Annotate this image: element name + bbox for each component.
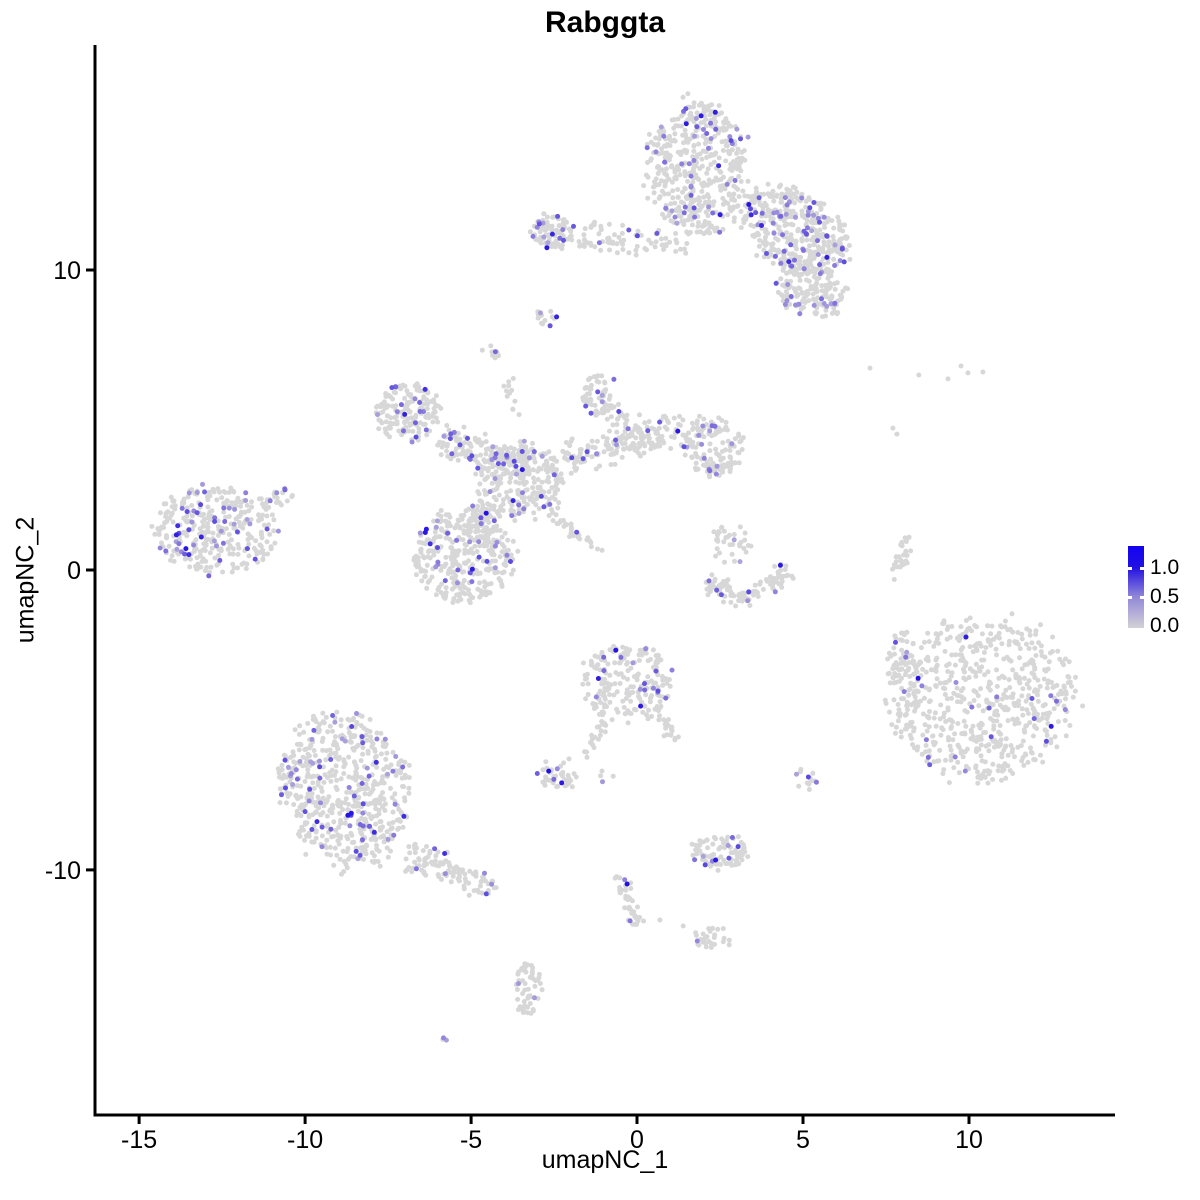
colorbar-legend: 1.0 0.5 0.0	[1128, 546, 1198, 638]
legend-tick-label: 0.0	[1150, 614, 1180, 637]
x-tick-label: 0	[630, 1126, 644, 1154]
legend-tick-mark	[1128, 596, 1132, 599]
x-tick-label: -5	[460, 1126, 482, 1154]
legend-tick-mark	[1140, 567, 1144, 570]
x-tick-label: 5	[796, 1126, 810, 1154]
x-tick-label: -10	[287, 1126, 323, 1154]
legend-tick-mark	[1128, 567, 1132, 570]
legend-tick-label: 1.0	[1150, 556, 1180, 579]
y-tick-label: 0	[67, 557, 81, 585]
y-axis-label: umapNC_2	[11, 516, 40, 644]
legend-tick-label: 0.5	[1150, 585, 1180, 608]
y-tick-label: 10	[53, 257, 81, 285]
colorbar-gradient	[1128, 546, 1144, 628]
x-tick-label: -15	[121, 1126, 157, 1154]
plot-title: Rabggta	[545, 6, 665, 39]
y-tick-label: -10	[45, 857, 81, 885]
scatter-points	[149, 91, 1086, 1043]
axes: -15 -10 -5 0 5 10 10 0 -10	[45, 45, 1115, 1154]
x-axis-label: umapNC_1	[541, 1146, 669, 1174]
legend-tick-mark	[1140, 596, 1144, 599]
x-tick-label: 10	[955, 1126, 983, 1154]
